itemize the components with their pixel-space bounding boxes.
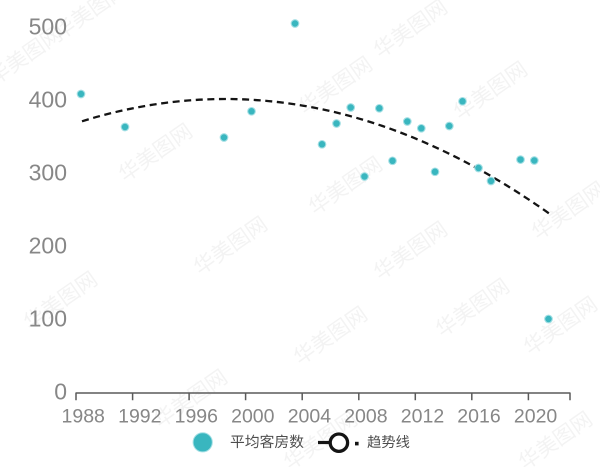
svg-text:2016: 2016	[457, 405, 500, 427]
svg-text:200: 200	[29, 233, 67, 259]
svg-text:1996: 1996	[175, 405, 218, 427]
svg-text:2020: 2020	[514, 405, 558, 427]
svg-text:2000: 2000	[231, 405, 275, 427]
svg-text:2012: 2012	[401, 405, 444, 427]
svg-text:100: 100	[29, 305, 67, 331]
svg-text:400: 400	[29, 87, 67, 113]
svg-text:2004: 2004	[288, 405, 332, 427]
svg-text:500: 500	[29, 14, 67, 40]
svg-text:1992: 1992	[118, 405, 161, 427]
svg-text:2008: 2008	[344, 405, 387, 427]
svg-text:1988: 1988	[62, 405, 105, 427]
svg-text:300: 300	[29, 160, 67, 186]
svg-text:0: 0	[54, 378, 67, 404]
